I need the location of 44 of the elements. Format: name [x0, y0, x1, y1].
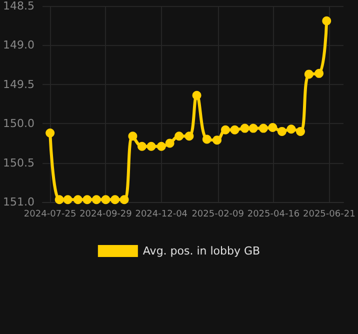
point — [314, 68, 324, 78]
x-tick-label: 2025-02-09 — [192, 210, 244, 220]
point — [101, 195, 110, 204]
point — [268, 123, 278, 132]
point — [92, 195, 101, 204]
y-tick-label: 149.0 — [2, 38, 34, 52]
point — [174, 132, 184, 141]
x-tick-label: 2024-12-04 — [135, 210, 188, 220]
point — [46, 128, 55, 138]
point — [258, 124, 268, 133]
point — [128, 132, 138, 141]
point — [73, 195, 82, 204]
point — [120, 195, 129, 204]
point — [137, 142, 146, 151]
y-tick-label: 150.5 — [2, 156, 34, 170]
legend-label: Avg. pos. in lobby GB — [142, 244, 260, 258]
point — [248, 124, 258, 133]
x-tick-label: 2025-06-21 — [303, 210, 356, 220]
point — [240, 124, 250, 133]
point — [212, 136, 222, 145]
y-tick-label: 149.5 — [2, 78, 34, 91]
point — [54, 195, 64, 204]
point — [156, 142, 166, 151]
y-tick-label: 151.0 — [2, 196, 34, 208]
point — [202, 134, 212, 144]
point — [322, 16, 332, 26]
point — [165, 138, 174, 148]
point — [192, 90, 202, 100]
point — [286, 124, 296, 134]
y-tick-label: 150.0 — [2, 117, 34, 130]
point — [146, 142, 156, 151]
point — [110, 195, 120, 204]
x-tick-label: 2024-09-29 — [80, 210, 132, 220]
x-tick-label: 2025-04-16 — [247, 210, 300, 220]
point — [230, 125, 240, 134]
point — [296, 126, 305, 136]
point — [63, 195, 72, 204]
point — [82, 195, 92, 204]
y-tick-label: 148.5 — [2, 0, 34, 12]
x-tick-label: 2024-07-25 — [24, 210, 76, 220]
point — [184, 132, 194, 141]
point — [220, 125, 230, 134]
point — [277, 126, 286, 136]
point — [304, 70, 314, 79]
